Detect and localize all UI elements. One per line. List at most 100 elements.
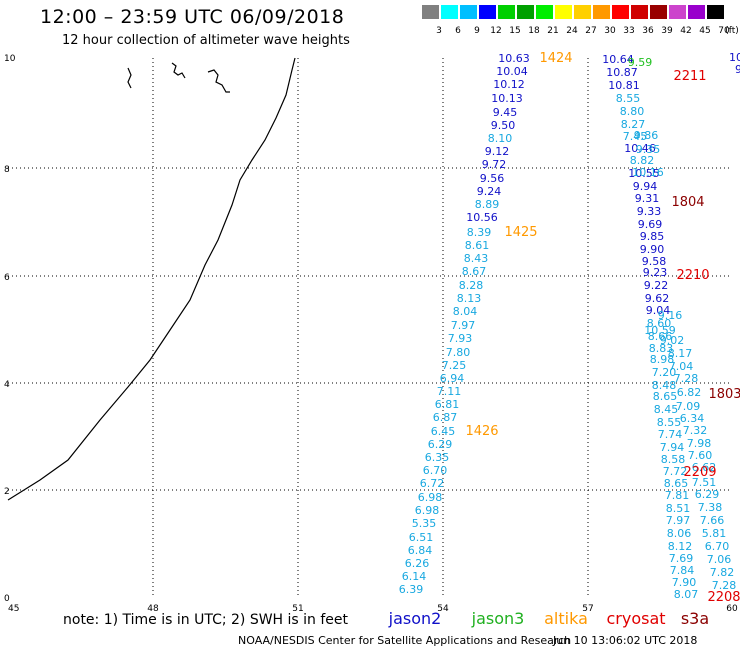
wave-height-value: 10.81 (608, 79, 640, 92)
wave-height-value: 7.04 (669, 360, 694, 373)
satellite-legend-altika: altika (544, 609, 588, 628)
wave-height-value: 10.59 (644, 324, 676, 337)
legend-swatch (479, 5, 496, 19)
wave-height-value: 10.87 (606, 66, 638, 79)
wave-height-value: 6.14 (402, 570, 427, 583)
wave-height-value: 6.39 (399, 583, 424, 596)
wave-height-value: 10.16 (632, 166, 664, 179)
wave-height-value: 7.97 (666, 514, 691, 527)
pass-id-label: 1804 (671, 195, 704, 210)
wave-height-value: 10.56 (466, 211, 498, 224)
wave-height-value: 9.90 (640, 243, 665, 256)
pass-id-label: 2208 (707, 590, 740, 605)
wave-height-value: 7.97 (451, 319, 476, 332)
island (171, 62, 186, 79)
legend-label: 45 (699, 26, 711, 36)
wave-height-value: 7.11 (437, 385, 462, 398)
wave-height-value: 7.28 (712, 579, 737, 592)
wave-height-value: 9.24 (477, 185, 502, 198)
wave-height-value: 8.66 (648, 330, 673, 343)
legend-swatch (498, 5, 515, 19)
island (127, 67, 132, 89)
legend-swatch (593, 5, 610, 19)
wave-height-value: 5.35 (412, 517, 437, 530)
legend-swatch (688, 5, 705, 19)
wave-height-value: 7.82 (710, 566, 735, 579)
wave-height-value: 10.46 (624, 142, 656, 155)
legend-label: 39 (661, 26, 673, 36)
x-axis-tick-label: 60 (726, 604, 738, 614)
wave-height-value: 8.45 (654, 403, 679, 416)
wave-height-value: 8.10 (488, 132, 513, 145)
wave-height-value: 7.72 (663, 465, 688, 478)
y-axis-tick-label: 10 (4, 54, 16, 64)
legend-label: 9 (474, 26, 480, 36)
legend-label: 12 (490, 26, 502, 36)
wave-height-value: 6.26 (405, 557, 430, 570)
wave-height-value: 8.60 (647, 317, 672, 330)
wave-height-value: 6.98 (418, 491, 443, 504)
wave-height-value: 9.23 (643, 266, 668, 279)
wave-height-value: 6.82 (677, 386, 702, 399)
wave-height-value: 9.02 (660, 334, 685, 347)
wave-height-value: 8.98 (650, 353, 675, 366)
wave-height-value: 8.13 (457, 292, 482, 305)
pass-id-label: 2211 (673, 69, 706, 84)
wave-height-value: 6.87 (433, 411, 458, 424)
wave-height-value: 7.20 (652, 366, 677, 379)
wave-height-value: 9.62 (645, 292, 670, 305)
wave-height-value: 9.04 (646, 304, 671, 317)
wave-height-value: 6.29 (695, 488, 720, 501)
legend-label: 24 (566, 26, 578, 36)
x-axis-tick-label: 45 (8, 604, 19, 614)
wave-height-value: 7.81 (665, 489, 690, 502)
wave-height-value: 9.16 (658, 309, 683, 322)
pass-id-label: 1424 (539, 51, 572, 66)
legend-label: 15 (509, 26, 521, 36)
wave-height-value: 7.98 (687, 437, 712, 450)
wave-height-value: 7.66 (700, 514, 725, 527)
x-axis-tick-label: 57 (582, 604, 593, 614)
y-axis-tick-label: 0 (4, 594, 10, 604)
satellite-legend-cryosat: cryosat (606, 609, 665, 628)
pass-id-label: 2209 (683, 465, 716, 480)
y-axis-tick-label: 2 (4, 487, 10, 497)
wave-height-value: 8.28 (459, 279, 484, 292)
legend-label: 3 (436, 26, 442, 36)
footer-note: note: 1) Time is in UTC; 2) SWH is in fe… (63, 612, 349, 628)
wave-height-value: 8.27 (621, 118, 646, 131)
wave-height-value: 8.61 (465, 239, 490, 252)
wave-height-value: 7.09 (676, 400, 701, 413)
wave-height-value: 7.93 (448, 332, 473, 345)
wave-height-value: 7.45 (623, 130, 648, 143)
satellite-legend-s3a: s3a (681, 609, 709, 628)
wave-height-value: 7.28 (674, 372, 699, 385)
map-title: 12:00 – 23:59 UTC 06/09/2018 (40, 6, 345, 28)
wave-height-value: 9.45 (493, 106, 518, 119)
wave-height-value: 9.35 (636, 143, 661, 156)
wave-height-value: 8.82 (630, 154, 655, 167)
wave-height-value: 9.31 (635, 192, 660, 205)
pass-id-label: 1425 (504, 225, 537, 240)
wave-height-value: 8.67 (462, 265, 487, 278)
wave-height-value: 8.17 (668, 347, 693, 360)
wave-height-value: 10.04 (496, 65, 528, 78)
legend-label: 30 (604, 26, 616, 36)
wave-height-value: 9.33 (637, 205, 662, 218)
legend-swatch (631, 5, 648, 19)
wave-height-value: 6.70 (423, 464, 448, 477)
legend-swatch (612, 5, 629, 19)
wave-height-value: 7.94 (660, 441, 685, 454)
wave-height-value: 7.74 (658, 428, 683, 441)
legend-label: 27 (585, 26, 597, 36)
wave-height-value: 8.04 (453, 305, 478, 318)
wave-height-value: 5.81 (702, 527, 727, 540)
wave-height-value: 9.56 (480, 172, 505, 185)
wave-height-value: 9.94 (633, 180, 658, 193)
wave-height-value: 9.12 (485, 145, 510, 158)
x-axis-tick-label: 51 (292, 604, 303, 614)
legend-unit: (ft) (725, 26, 739, 36)
legend-swatch (574, 5, 591, 19)
wave-height-value: 8.06 (667, 527, 692, 540)
edge-value-label: 9 (735, 63, 740, 76)
